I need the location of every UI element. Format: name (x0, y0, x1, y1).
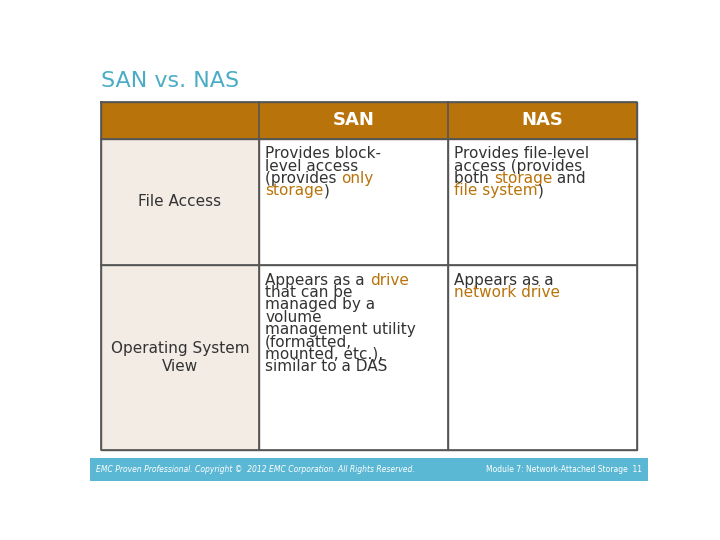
Text: Appears as a: Appears as a (265, 273, 369, 288)
Text: access (provides: access (provides (454, 159, 582, 174)
Bar (90, 457, 648, 481)
Text: storage: storage (265, 184, 323, 198)
Text: ): ) (538, 184, 544, 198)
Text: drive: drive (369, 273, 408, 288)
Text: similar to a DAS: similar to a DAS (265, 359, 387, 374)
Bar (101, 102, 637, 139)
Text: managed by a: managed by a (265, 298, 375, 312)
Bar (448, 139, 637, 265)
Bar (101, 139, 259, 265)
Text: file system: file system (454, 184, 538, 198)
Text: Provides block-: Provides block- (265, 146, 381, 161)
Text: Module 7: Network-Attached Storage  11: Module 7: Network-Attached Storage 11 (486, 464, 642, 474)
Text: storage: storage (494, 171, 552, 186)
Text: File Access: File Access (138, 194, 222, 210)
Text: Appears as a: Appears as a (454, 273, 554, 288)
Text: volume: volume (265, 309, 322, 325)
Text: ): ) (323, 184, 329, 198)
Text: Provides file-level: Provides file-level (454, 146, 590, 161)
Text: SAN: SAN (333, 111, 374, 129)
Text: management utility: management utility (265, 322, 416, 337)
Text: that can be: that can be (265, 285, 353, 300)
Bar (448, 265, 637, 450)
Text: (provides: (provides (265, 171, 341, 186)
Text: (formatted,: (formatted, (265, 334, 352, 349)
Bar (101, 265, 259, 450)
Text: both: both (454, 171, 494, 186)
Text: only: only (341, 171, 374, 186)
Text: network drive: network drive (454, 285, 560, 300)
Bar (259, 265, 448, 450)
Text: SAN vs. NAS: SAN vs. NAS (101, 71, 239, 91)
Bar (259, 139, 448, 265)
Text: and: and (552, 171, 586, 186)
Text: EMC Proven Professional. Copyright ©  2012 EMC Corporation. All Rights Reserved.: EMC Proven Professional. Copyright © 201… (96, 464, 415, 474)
Text: mounted, etc.),: mounted, etc.), (265, 347, 383, 362)
Text: NAS: NAS (522, 111, 564, 129)
Text: level access: level access (265, 159, 359, 174)
Text: Operating System
View: Operating System View (111, 341, 249, 374)
